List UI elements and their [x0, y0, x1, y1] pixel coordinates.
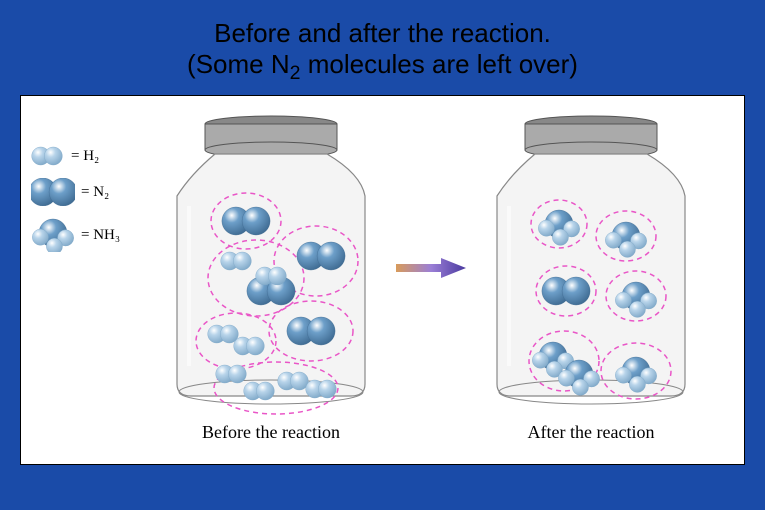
legend-h2-label: = H₂ — [71, 148, 99, 165]
legend: = H₂ = N₂ = NH₃ — [31, 146, 120, 264]
legend-nh3: = NH₃ — [31, 218, 120, 252]
before-jar: Before the reaction — [161, 106, 381, 443]
after-jar: After the reaction — [481, 106, 701, 443]
legend-n2-label: = N₂ — [81, 184, 109, 201]
n2-icon — [31, 178, 75, 206]
after-caption: After the reaction — [481, 422, 701, 443]
legend-nh3-label: = NH₃ — [81, 227, 120, 244]
after-jar-svg — [481, 106, 701, 416]
legend-n2: = N₂ — [31, 178, 120, 206]
nh3-icon — [31, 218, 75, 252]
before-caption: Before the reaction — [161, 422, 381, 443]
diagram-panel: = H₂ = N₂ = NH₃ Before the reaction Afte… — [20, 95, 745, 465]
h2-icon — [31, 146, 65, 166]
slide-title: Before and after the reaction. (Some N2 … — [0, 0, 765, 95]
title-line-2: (Some N2 molecules are left over) — [0, 49, 765, 85]
legend-h2: = H₂ — [31, 146, 120, 166]
title-line-1: Before and after the reaction. — [0, 18, 765, 49]
reaction-arrow-icon — [396, 256, 466, 280]
before-jar-svg — [161, 106, 381, 416]
